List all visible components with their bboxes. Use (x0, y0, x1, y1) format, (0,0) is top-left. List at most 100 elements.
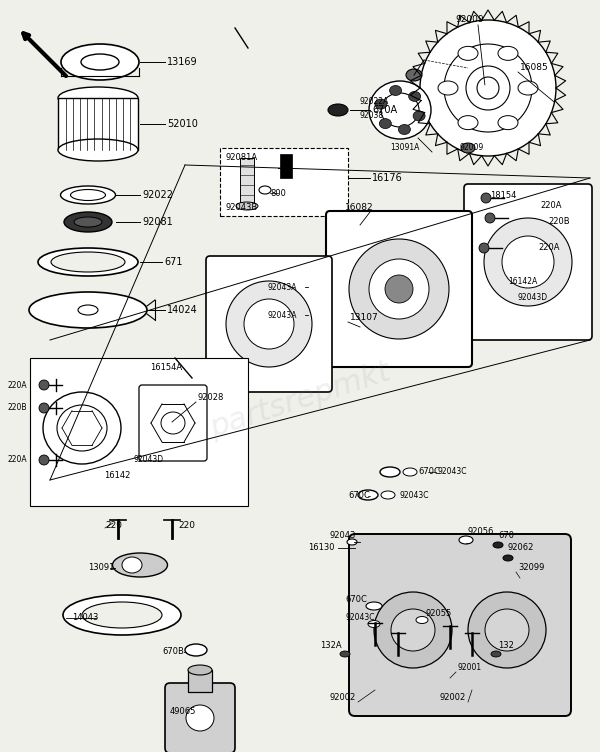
Ellipse shape (416, 617, 428, 623)
Text: 92002: 92002 (330, 693, 356, 702)
Text: 32099: 32099 (518, 563, 544, 572)
Ellipse shape (368, 620, 380, 627)
Text: partsrepmkt: partsrepmkt (206, 357, 394, 443)
Text: 92055: 92055 (425, 610, 451, 618)
Ellipse shape (374, 592, 452, 668)
Ellipse shape (498, 116, 518, 129)
Ellipse shape (502, 236, 554, 288)
Ellipse shape (29, 292, 147, 328)
Ellipse shape (389, 86, 401, 96)
Text: 18154: 18154 (490, 190, 517, 199)
Ellipse shape (358, 490, 378, 500)
Text: 92043D: 92043D (518, 293, 548, 302)
FancyBboxPatch shape (326, 211, 472, 367)
Ellipse shape (369, 81, 431, 139)
Text: 16176: 16176 (372, 173, 403, 183)
Bar (280, 154, 292, 178)
Text: 92009: 92009 (455, 16, 484, 25)
Ellipse shape (461, 143, 475, 153)
Ellipse shape (438, 81, 458, 95)
Text: 92043D: 92043D (134, 456, 164, 465)
Text: 92002: 92002 (440, 693, 466, 702)
Ellipse shape (391, 609, 435, 651)
Bar (240, 158, 254, 206)
Text: 220: 220 (105, 520, 122, 529)
Ellipse shape (78, 305, 98, 315)
Text: 16082: 16082 (345, 204, 374, 213)
Text: 13091: 13091 (88, 563, 115, 572)
Text: 220B: 220B (8, 404, 28, 413)
Ellipse shape (74, 217, 102, 227)
Ellipse shape (485, 609, 529, 651)
Ellipse shape (420, 20, 556, 156)
Text: 92043C: 92043C (345, 614, 374, 623)
Ellipse shape (381, 93, 419, 127)
Ellipse shape (484, 218, 572, 306)
Ellipse shape (347, 539, 357, 545)
Text: 220B: 220B (548, 217, 569, 226)
Text: 92043A: 92043A (268, 283, 298, 292)
Text: 16130: 16130 (308, 544, 335, 553)
Text: 16154A: 16154A (150, 363, 182, 372)
Ellipse shape (466, 66, 510, 110)
Ellipse shape (485, 213, 495, 223)
Text: 14024: 14024 (167, 305, 198, 315)
Text: 92028: 92028 (198, 393, 224, 402)
Text: 220A: 220A (8, 381, 28, 390)
Ellipse shape (64, 212, 112, 232)
Ellipse shape (39, 380, 49, 390)
Text: 800: 800 (270, 189, 286, 198)
FancyBboxPatch shape (165, 683, 235, 752)
Ellipse shape (58, 87, 138, 109)
Text: 92043C: 92043C (400, 492, 430, 501)
Ellipse shape (306, 279, 314, 301)
Ellipse shape (186, 705, 214, 731)
Text: 670A: 670A (372, 105, 397, 115)
Text: 13091A: 13091A (390, 144, 419, 153)
Ellipse shape (57, 405, 107, 451)
Text: 220A: 220A (8, 456, 28, 465)
Ellipse shape (38, 248, 138, 276)
Text: 16142A: 16142A (508, 277, 537, 287)
Ellipse shape (518, 81, 538, 95)
Text: 92022A: 92022A (360, 98, 389, 107)
Ellipse shape (459, 536, 473, 544)
Ellipse shape (63, 595, 181, 635)
Ellipse shape (385, 275, 413, 303)
Ellipse shape (43, 392, 121, 464)
Ellipse shape (58, 139, 138, 161)
Ellipse shape (403, 468, 417, 476)
Ellipse shape (39, 455, 49, 465)
Ellipse shape (406, 69, 422, 81)
Ellipse shape (379, 119, 391, 129)
Text: 14043: 14043 (72, 614, 98, 623)
Text: 132: 132 (498, 641, 514, 650)
Text: 92081A: 92081A (225, 153, 257, 162)
Ellipse shape (413, 111, 425, 121)
Ellipse shape (458, 116, 478, 129)
Text: 49065: 49065 (170, 708, 196, 717)
Text: 92056: 92056 (468, 527, 494, 536)
Text: 670C: 670C (348, 492, 370, 501)
Ellipse shape (244, 299, 294, 349)
Ellipse shape (468, 592, 546, 668)
Ellipse shape (409, 92, 421, 102)
Text: 92043C: 92043C (438, 468, 467, 477)
Text: 670B: 670B (162, 647, 184, 656)
Text: 92038: 92038 (360, 111, 384, 120)
Ellipse shape (71, 190, 106, 201)
Ellipse shape (226, 281, 312, 367)
Ellipse shape (380, 467, 400, 477)
FancyBboxPatch shape (139, 385, 207, 461)
Ellipse shape (477, 77, 499, 99)
Ellipse shape (349, 239, 449, 339)
Text: 16142: 16142 (104, 472, 130, 481)
Ellipse shape (479, 243, 489, 253)
Text: 92022: 92022 (142, 190, 173, 200)
Ellipse shape (236, 202, 258, 210)
Ellipse shape (493, 542, 503, 548)
Ellipse shape (340, 651, 350, 657)
Bar (188, 670, 212, 692)
Ellipse shape (113, 553, 167, 577)
Ellipse shape (39, 403, 49, 413)
